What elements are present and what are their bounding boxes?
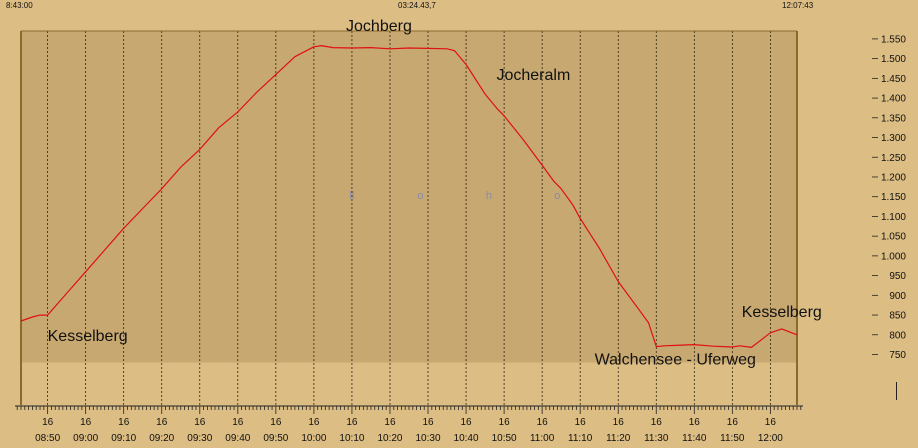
faint-letter: o: [417, 190, 423, 202]
x-tick-time: 09:10: [111, 433, 136, 444]
x-tick-time: 10:20: [377, 433, 402, 444]
x-tick-day: 16: [42, 417, 54, 428]
x-tick-time: 10:40: [454, 433, 479, 444]
x-tick-time: 10:00: [301, 433, 326, 444]
y-tick-label: 1.150: [881, 192, 906, 203]
x-tick-day: 16: [118, 417, 130, 428]
x-tick-day: 16: [689, 417, 701, 428]
y-tick-label: 950: [889, 271, 906, 282]
y-tick-label: 1.250: [881, 153, 906, 164]
annotation-label: Kesselberg: [742, 304, 822, 321]
x-tick-time: 11:40: [682, 433, 707, 444]
x-tick-day: 16: [613, 417, 625, 428]
x-tick-time: 09:40: [225, 433, 250, 444]
y-tick-label: 1.000: [881, 251, 906, 262]
x-tick-time: 09:50: [263, 433, 288, 444]
x-tick-day: 16: [575, 417, 587, 428]
x-tick-time: 11:20: [606, 433, 631, 444]
annotation-label: Jochberg: [346, 18, 412, 35]
y-tick-label: 1.300: [881, 133, 906, 144]
x-tick-time: 11:50: [720, 433, 745, 444]
x-tick-day: 16: [422, 417, 434, 428]
x-tick-day: 16: [232, 417, 244, 428]
y-tick-label: 1.500: [881, 54, 906, 65]
x-tick-day: 16: [308, 417, 320, 428]
lower-band: [21, 362, 797, 405]
x-tick-time: 09:20: [149, 433, 174, 444]
x-tick-day: 16: [80, 417, 92, 428]
faint-letter: ll: [349, 190, 354, 202]
faint-letter: h: [486, 190, 492, 202]
x-tick-time: 10:30: [416, 433, 441, 444]
start-time: 8:43:00: [6, 1, 33, 10]
x-tick-day: 16: [270, 417, 282, 428]
x-tick-day: 16: [765, 417, 777, 428]
y-tick-label: 750: [889, 350, 906, 361]
x-tick-time: 11:30: [644, 433, 669, 444]
y-tick-label: 1.100: [881, 212, 906, 223]
x-tick-time: 09:00: [73, 433, 98, 444]
x-tick-day: 16: [727, 417, 739, 428]
x-tick-day: 16: [194, 417, 206, 428]
y-tick-label: 850: [889, 311, 906, 322]
duration: 03:24.43,7: [398, 1, 436, 10]
y-tick-label: 1.350: [881, 113, 906, 124]
x-tick-time: 09:30: [187, 433, 212, 444]
x-tick-time: 10:50: [492, 433, 517, 444]
elevation-line: [20, 44, 798, 348]
y-tick-label: 1.550: [881, 34, 906, 45]
x-tick-time: 08:50: [35, 433, 60, 444]
y-tick-label: 1.450: [881, 74, 906, 85]
annotation-label: Kesselberg: [48, 328, 128, 345]
x-tick-time: 12:00: [758, 433, 783, 444]
faint-letter: o: [554, 190, 560, 202]
x-tick-day: 16: [460, 417, 472, 428]
annotation-label: Walchensee - Uferweg: [595, 351, 756, 368]
scroll-marker[interactable]: [896, 382, 897, 400]
annotation-label: Jocheralm: [496, 67, 570, 84]
y-tick-label: 1.200: [881, 172, 906, 183]
x-tick-day: 16: [384, 417, 396, 428]
plot-area: [21, 31, 797, 363]
y-tick-label: 1.050: [881, 232, 906, 243]
x-tick-day: 16: [537, 417, 549, 428]
end-time: 12:07:43: [782, 1, 814, 10]
x-tick-day: 16: [346, 417, 358, 428]
y-tick-label: 900: [889, 291, 906, 302]
x-tick-day: 16: [156, 417, 168, 428]
x-tick-time: 11:10: [568, 433, 593, 444]
y-tick-label: 800: [889, 330, 906, 341]
x-tick-time: 10:10: [339, 433, 364, 444]
x-tick-day: 16: [651, 417, 663, 428]
y-tick-label: 1.400: [881, 94, 906, 105]
x-tick-time: 11:00: [530, 433, 555, 444]
x-tick-day: 16: [499, 417, 511, 428]
